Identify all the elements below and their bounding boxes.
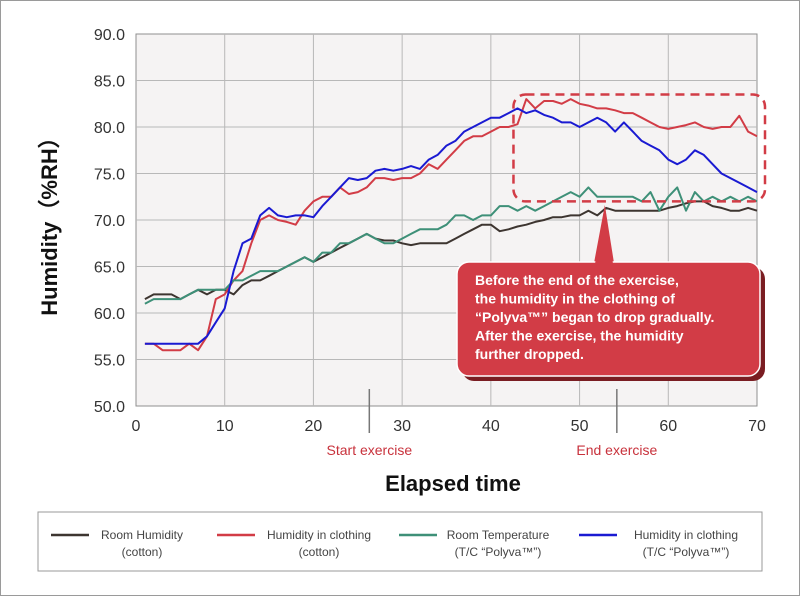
x-tick-label: 70 <box>748 418 766 435</box>
legend-label: Room Humidity <box>101 528 183 542</box>
legend: Room Humidity (cotton) Humidity in clothin… <box>37 511 763 572</box>
x-tick-label: 30 <box>393 418 411 435</box>
event-label: End exercise <box>576 442 657 458</box>
callout-text-line: Before the end of the exercise, <box>475 272 679 288</box>
callout-text-line: “Polyva™” began to drop gradually. <box>475 309 714 325</box>
series-lines <box>144 98 758 352</box>
callout-text-line: the humidity in the clothing of <box>475 291 675 307</box>
x-tick-label: 50 <box>571 418 589 435</box>
x-tick-label: 20 <box>305 418 323 435</box>
callout-pointer-fill <box>595 205 613 264</box>
callout-text-line: further dropped. <box>475 346 584 362</box>
legend-label: (cotton) <box>122 545 163 559</box>
y-tick-label: 70.0 <box>94 213 125 230</box>
series-line <box>144 200 758 301</box>
x-tick-label: 40 <box>482 418 500 435</box>
y-tick-label: 55.0 <box>94 353 125 370</box>
y-tick-label: 60.0 <box>94 306 125 323</box>
y-tick-labels: 50.0 55.0 60.0 65.0 70.0 75.0 80.0 85.0 90.0 <box>94 27 125 416</box>
annotation-callout: Before the end of the exercise, the humid… <box>456 205 765 381</box>
y-tick-label: 80.0 <box>94 120 125 137</box>
y-tick-label: 75.0 <box>94 167 125 184</box>
legend-label: Room Temperature <box>447 528 550 542</box>
legend-label: (T/C “Polyva™”) <box>643 545 730 559</box>
highlight-region <box>512 93 767 203</box>
event-labels: Start exercise End exercise <box>327 442 658 458</box>
y-tick-label: 90.0 <box>94 27 125 44</box>
x-tick-label: 10 <box>216 418 234 435</box>
x-tick-label: 0 <box>132 418 141 435</box>
x-axis-title: Elapsed time <box>385 471 521 496</box>
y-tick-label: 65.0 <box>94 260 125 277</box>
legend-label: Humidity in clothing <box>267 528 371 542</box>
series-line <box>144 186 758 305</box>
callout-text-line: After the exercise, the humidity <box>475 328 684 344</box>
event-label: Start exercise <box>327 442 413 458</box>
legend-label: (T/C “Polyva™”) <box>455 545 542 559</box>
y-tick-label: 50.0 <box>94 399 125 416</box>
x-tick-labels: 0 10 20 30 40 50 60 70 <box>132 418 766 435</box>
series-line <box>144 98 758 352</box>
event-marker-lines <box>368 389 618 433</box>
legend-box <box>37 511 763 572</box>
y-tick-label: 85.0 <box>94 74 125 91</box>
legend-label: (cotton) <box>299 545 340 559</box>
highlight-box <box>512 93 767 203</box>
legend-label: Humidity in clothing <box>634 528 738 542</box>
x-tick-label: 60 <box>659 418 677 435</box>
series-line <box>144 107 758 345</box>
y-axis-title: Humidity（%RH） <box>37 126 62 315</box>
